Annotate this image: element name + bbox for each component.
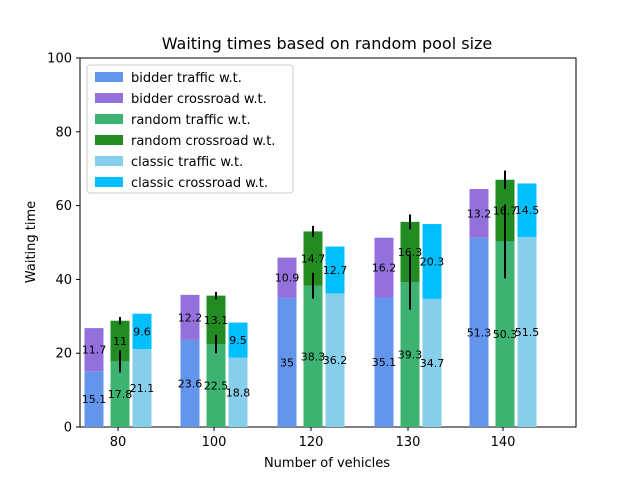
random-traffic-bar <box>400 281 420 427</box>
legend-swatch <box>95 156 123 166</box>
bidder-traffic-label: 51.3 <box>467 326 492 339</box>
x-tick-label: 120 <box>299 435 324 450</box>
random-traffic-bar <box>206 343 226 427</box>
classic-traffic-bar <box>422 298 442 427</box>
bidder-crossroad-bar <box>469 188 489 238</box>
random-crossroad-bar <box>303 231 323 286</box>
classic-traffic-bar <box>517 236 537 427</box>
bidder-traffic-label: 35.1 <box>372 356 397 369</box>
random-traffic-label: 17.8 <box>108 388 133 401</box>
bidder-crossroad-label: 13.2 <box>467 207 492 220</box>
random-crossroad-label: 16.7 <box>493 205 518 218</box>
classic-crossroad-label: 20.3 <box>420 256 445 269</box>
classic-crossroad-bar <box>228 322 248 358</box>
random-crossroad-bar <box>110 320 130 362</box>
legend-entry: classic crossroad w.t. <box>131 176 268 191</box>
random-crossroad-label: 16.3 <box>398 246 423 259</box>
legend-entry: classic traffic w.t. <box>131 155 243 170</box>
classic-traffic-bar <box>132 349 152 427</box>
legend-entry: random crossroad w.t. <box>131 134 275 149</box>
legend-swatch <box>95 114 123 124</box>
y-axis-label: Waiting time <box>24 201 39 283</box>
classic-crossroad-label: 14.5 <box>515 204 540 217</box>
bidder-crossroad-label: 10.9 <box>275 272 300 285</box>
bidder-traffic-label: 35 <box>280 356 294 369</box>
bidder-crossroad-bar <box>374 237 394 298</box>
random-traffic-bar <box>303 285 323 427</box>
bidder-crossroad-bar <box>180 294 200 340</box>
x-tick-label: 140 <box>491 435 516 450</box>
bidder-crossroad-bar <box>84 328 104 372</box>
plot-area: 0 20 40 60 80 100 80 100 120 130 140 15.1 11.7 23.6 12… <box>47 52 577 450</box>
random-traffic-bar <box>110 361 130 427</box>
random-crossroad-bar <box>206 295 226 344</box>
classic-traffic-bar <box>228 357 248 427</box>
bidder-crossroad-label: 12.2 <box>178 311 203 324</box>
legend-entry: bidder traffic w.t. <box>131 71 242 86</box>
classic-crossroad-label: 9.6 <box>133 325 151 338</box>
legend: bidder traffic w.t. bidder crossroad w.t.… <box>86 64 294 194</box>
bidder-traffic-bar <box>469 237 489 427</box>
y-tick-label: 100 <box>47 52 72 67</box>
random-traffic-label: 38.3 <box>301 350 326 363</box>
random-traffic-label: 22.5 <box>204 379 229 392</box>
legend-swatch <box>95 93 123 103</box>
legend-entry: random traffic w.t. <box>131 113 251 128</box>
classic-traffic-label: 51.5 <box>515 326 540 339</box>
classic-traffic-label: 18.8 <box>226 386 251 399</box>
random-crossroad-bar <box>400 221 420 282</box>
bidder-traffic-bar <box>180 339 200 427</box>
bidder-traffic-bar <box>374 297 394 427</box>
classic-traffic-label: 34.7 <box>420 357 445 370</box>
bidder-traffic-bar <box>84 371 104 427</box>
classic-crossroad-bar <box>517 183 537 237</box>
classic-crossroad-label: 9.5 <box>229 334 247 347</box>
legend-swatch <box>95 72 123 82</box>
random-crossroad-label: 11 <box>113 335 127 348</box>
classic-crossroad-bar <box>325 246 345 294</box>
y-tick-label: 20 <box>55 347 72 362</box>
bidder-traffic-label: 23.6 <box>178 377 203 390</box>
legend-entry: bidder crossroad w.t. <box>131 92 267 107</box>
y-tick-label: 80 <box>55 125 72 140</box>
classic-traffic-label: 36.2 <box>323 354 348 367</box>
x-tick-label: 130 <box>396 435 421 450</box>
random-traffic-bar <box>495 241 515 427</box>
random-traffic-label: 50.3 <box>493 328 518 341</box>
x-tick-label: 80 <box>110 435 127 450</box>
random-crossroad-label: 13.1 <box>204 314 229 327</box>
classic-crossroad-label: 12.7 <box>323 264 348 277</box>
y-tick-label: 60 <box>55 199 72 214</box>
chart-title: Waiting times based on random pool size <box>162 34 493 53</box>
bidder-traffic-bar <box>277 297 297 427</box>
legend-swatch <box>95 135 123 145</box>
x-axis-label: Number of vehicles <box>264 456 390 471</box>
random-crossroad-label: 14.7 <box>301 253 326 266</box>
legend-box <box>86 64 294 194</box>
classic-traffic-bar <box>325 293 345 427</box>
classic-crossroad-bar <box>422 224 442 299</box>
bidder-crossroad-label: 16.2 <box>372 262 397 275</box>
legend-swatch <box>95 177 123 187</box>
y-tick-label: 0 <box>64 421 72 436</box>
random-traffic-label: 39.3 <box>398 348 423 361</box>
bidder-traffic-label: 15.1 <box>82 393 107 406</box>
classic-traffic-label: 21.1 <box>130 382 155 395</box>
bidder-crossroad-bar <box>277 257 297 298</box>
classic-crossroad-bar <box>132 313 152 350</box>
bidder-crossroad-label: 11.7 <box>82 344 107 357</box>
x-tick-label: 100 <box>202 435 227 450</box>
y-tick-label: 40 <box>55 273 72 288</box>
